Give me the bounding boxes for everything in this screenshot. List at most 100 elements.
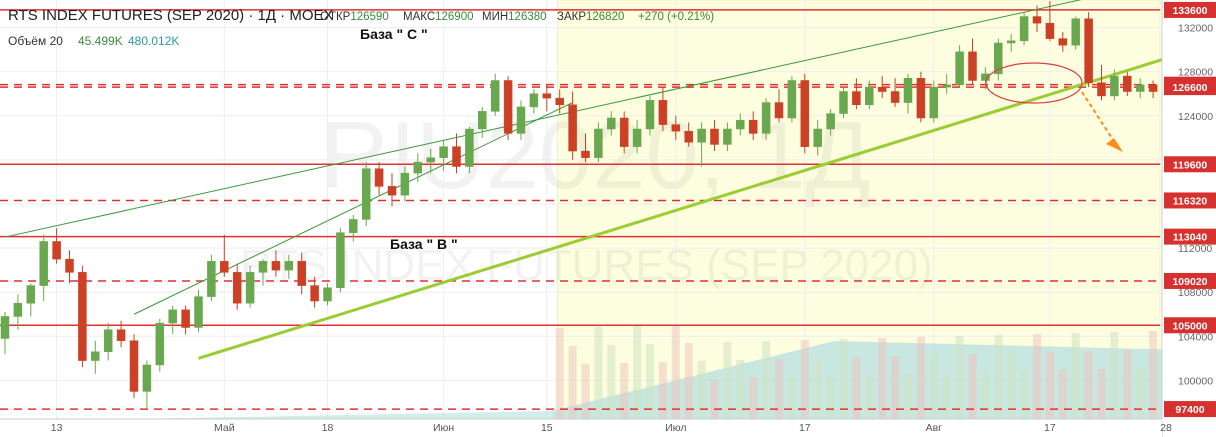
candle-body [542,93,552,99]
candle-body [748,119,758,134]
candle-body [594,128,603,158]
candle-body [1045,22,1055,39]
candles [0,1,1184,410]
candle-body [207,261,216,297]
price-tick-label: 128000 [1178,67,1213,79]
volume-bar [1045,352,1054,419]
level-price-label: 97400 [1175,404,1204,416]
candle-body [877,86,887,92]
level-price-box [1164,156,1216,173]
volume-bar [581,364,590,419]
ohlc-low: МИН126380 [482,11,547,23]
volume-ma-tail [134,411,552,419]
price-tick-label: 132000 [1178,23,1213,35]
level-price-label: 133600 [1172,5,1207,17]
base-b-label: База " B " [390,236,458,252]
candle-body [103,329,113,352]
time-tick-label: Май [214,422,235,434]
volume-bar [865,375,874,419]
volume-bar [658,362,667,419]
trendline-channel-upper [4,0,1082,238]
candle-body [413,161,423,174]
candle-body [1071,18,1080,46]
volume-bar [800,340,809,419]
level-price-box [1164,79,1216,96]
volume-bar [594,327,603,419]
candle-body [555,97,564,105]
candle-body [684,130,693,143]
candle-body [336,232,345,289]
candle-body [800,80,810,147]
time-tick-label: Июн [433,422,454,434]
candle-body [981,73,990,81]
volume-bar [968,354,977,419]
candle-body [929,86,939,119]
candle-body [697,128,706,143]
candle-body [310,285,319,302]
volume-bar [1110,332,1119,419]
volume-bar [981,372,990,419]
candle-body [839,91,848,114]
ohlc-high: МАКС126900 [403,11,474,23]
volume-bar [813,358,822,419]
volume-bar [1071,333,1080,419]
candle-body [374,168,384,187]
level-price-label: 126600 [1172,82,1207,94]
candle-body [1032,16,1042,24]
volume-bar [749,378,758,419]
candle-body [1123,75,1132,92]
volume-ma-value: 480.012K [128,34,179,48]
price-axis: 1000001040001080001120001160001200001240… [1161,0,1216,437]
candle-body [78,272,87,361]
candle-body [568,104,577,152]
candle-body [465,128,474,167]
volume-bar [697,361,706,419]
volume-bar [671,325,680,419]
volume-bar [775,359,783,419]
candle-body [297,261,306,286]
forecast-arrow-shaft [1081,91,1118,147]
candle-body [852,91,861,105]
volume-bar [1007,353,1016,419]
candle-body [284,261,294,271]
volume-bar [710,379,719,419]
volume-bar [646,344,654,419]
candle-body [1135,84,1145,92]
ohlc-close: ЗАКР126820 [557,11,624,23]
volume-bar [568,346,577,419]
candle-body [645,100,655,130]
candle-body [632,128,642,147]
time-tick-label: 17 [1044,422,1056,434]
candle-body [503,80,513,134]
candle-body [658,100,668,125]
candle-body [181,309,190,328]
level-lines [0,9,1160,410]
volume-bar [762,341,771,419]
volume-bar [942,373,951,419]
candle-body [890,91,900,103]
time-tick-label: 17 [799,422,811,434]
candle-body [245,272,255,304]
level-price-box [1164,401,1216,418]
volume-bar [787,377,796,419]
candle-body [1019,16,1029,42]
candle-body [439,146,448,158]
volume-bar [1097,369,1106,419]
candle-body [129,340,139,392]
candle-body [349,219,358,233]
volume-bar [684,343,693,419]
time-axis: 13 Май 18 Июн 15 Июл 17 Авг 17 28 [0,418,1172,437]
candle-body [619,117,629,147]
candle-body [116,329,126,341]
candle-body [581,150,590,158]
candle-body [1097,82,1106,97]
candle-body [232,272,242,304]
price-tick-label: 112000 [1178,243,1212,255]
time-tick-label: 13 [51,422,63,434]
volume-bar [633,326,642,419]
candle-body [994,42,1003,75]
volume-bar [852,357,861,419]
volume-bar [1136,368,1145,419]
candle-body [1110,75,1119,97]
candle-body [865,86,874,105]
